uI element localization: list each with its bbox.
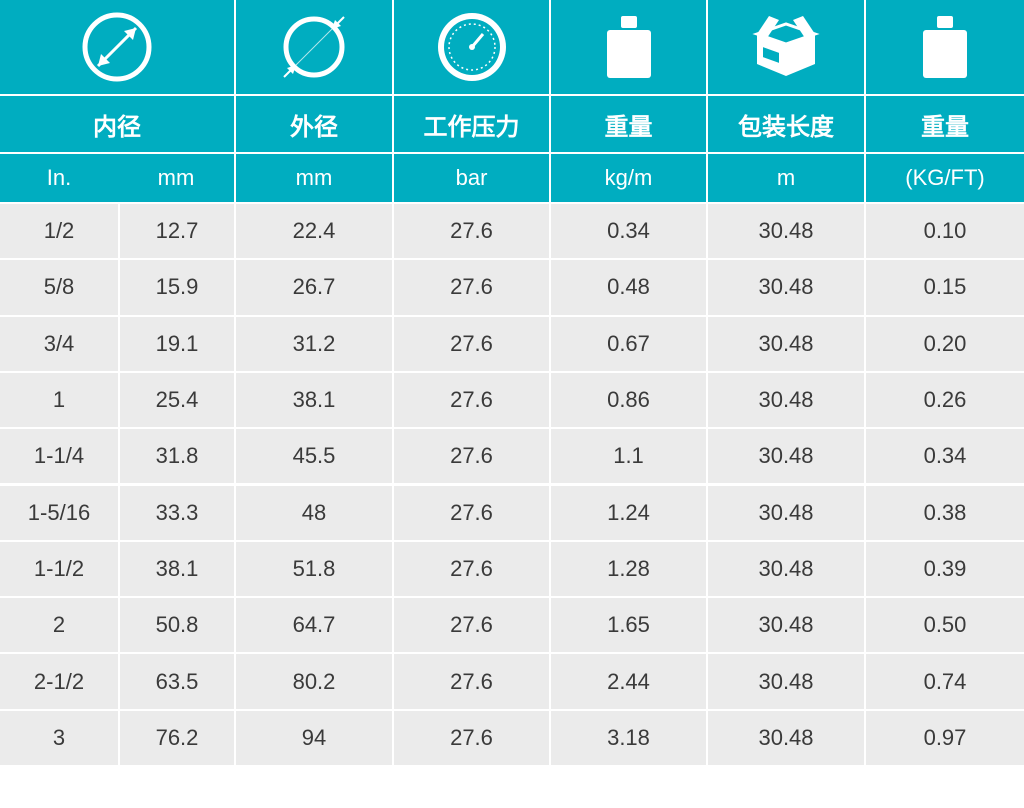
cell-weight: 0.34: [551, 204, 706, 259]
cell-inner-mm: 15.9: [120, 260, 234, 315]
cell-outer-mm: 94: [236, 710, 392, 765]
cell-outer-mm: 45.5: [236, 429, 392, 484]
cell-package-length: 30.48: [708, 654, 864, 709]
unit-in: In.: [0, 154, 118, 202]
cell-weight: 0.48: [551, 260, 706, 315]
cell-pressure: 27.6: [394, 485, 549, 540]
cell-pressure: 27.6: [394, 654, 549, 709]
cell-package-length: 30.48: [708, 372, 864, 428]
weight-title: 重量: [551, 96, 706, 152]
cell-weight: 1.28: [551, 541, 706, 597]
cell-pressure: 27.6: [394, 541, 549, 597]
cell-weight-ft: 0.74: [866, 654, 1024, 709]
cell-weight-ft: 0.26: [866, 372, 1024, 428]
cell-in: 1-5/16: [0, 485, 118, 540]
cell-outer-mm: 38.1: [236, 372, 392, 428]
package-box-icon: [752, 16, 820, 76]
unit-kg-ft: (KG/FT): [866, 154, 1024, 202]
cell-outer-mm: 31.2: [236, 316, 392, 371]
cell-in: 1: [0, 372, 118, 428]
cell-outer-mm: 64.7: [236, 598, 392, 653]
cell-package-length: 30.48: [708, 541, 864, 597]
cell-weight: 1.1: [551, 429, 706, 484]
outer-diameter-title: 外径: [236, 96, 392, 152]
cell-inner-mm: 25.4: [120, 372, 234, 428]
cell-inner-mm: 38.1: [120, 541, 234, 597]
cell-package-length: 30.48: [708, 260, 864, 315]
cell-inner-mm: 76.2: [120, 710, 234, 765]
unit-kg-m: kg/m: [551, 154, 706, 202]
cell-weight: 0.67: [551, 316, 706, 371]
cell-weight: 1.24: [551, 485, 706, 540]
cell-inner-mm: 12.7: [120, 204, 234, 259]
cell-pressure: 27.6: [394, 316, 549, 371]
cell-package-length: 30.48: [708, 316, 864, 371]
cell-weight-ft: 0.97: [866, 710, 1024, 765]
cell-weight-ft: 0.34: [866, 429, 1024, 484]
cell-pressure: 27.6: [394, 429, 549, 484]
cell-in: 3/4: [0, 316, 118, 371]
cell-outer-mm: 80.2: [236, 654, 392, 709]
cell-weight-ft: 0.10: [866, 204, 1024, 259]
inner-diameter-title: 内径: [0, 96, 234, 152]
cell-package-length: 30.48: [708, 710, 864, 765]
cell-in: 1/2: [0, 204, 118, 259]
cell-weight: 2.44: [551, 654, 706, 709]
cell-inner-mm: 63.5: [120, 654, 234, 709]
cell-weight-ft: 0.50: [866, 598, 1024, 653]
weight-ft-header-cell: [866, 0, 1024, 94]
weight-header-cell: [551, 0, 706, 94]
unit-mm-inner: mm: [118, 154, 234, 202]
unit-bar: bar: [394, 154, 549, 202]
cell-pressure: 27.6: [394, 204, 549, 259]
cell-package-length: 30.48: [708, 598, 864, 653]
cell-pressure: 27.6: [394, 372, 549, 428]
pressure-header-cell: [394, 0, 549, 94]
cell-in: 2-1/2: [0, 654, 118, 709]
inner-diameter-header-cell: [0, 0, 234, 94]
outer-diameter-icon: [283, 16, 345, 78]
cell-outer-mm: 48: [236, 485, 392, 540]
cell-in: 1-1/4: [0, 429, 118, 484]
unit-mm-outer: mm: [236, 154, 392, 202]
cell-inner-mm: 31.8: [120, 429, 234, 484]
cell-inner-mm: 19.1: [120, 316, 234, 371]
cell-package-length: 30.48: [708, 485, 864, 540]
pressure-gauge-icon: [437, 13, 506, 81]
cell-outer-mm: 51.8: [236, 541, 392, 597]
cell-in: 5/8: [0, 260, 118, 315]
cell-outer-mm: 26.7: [236, 260, 392, 315]
cell-weight-ft: 0.15: [866, 260, 1024, 315]
cell-weight: 0.86: [551, 372, 706, 428]
cell-package-length: 30.48: [708, 204, 864, 259]
cell-outer-mm: 22.4: [236, 204, 392, 259]
cell-weight-ft: 0.20: [866, 316, 1024, 371]
cell-in: 1-1/2: [0, 541, 118, 597]
unit-m: m: [708, 154, 864, 202]
package-header-cell: [708, 0, 864, 94]
cell-pressure: 27.6: [394, 598, 549, 653]
weight-icon: [606, 16, 651, 78]
cell-pressure: 27.6: [394, 260, 549, 315]
cell-pressure: 27.6: [394, 710, 549, 765]
cell-inner-mm: 33.3: [120, 485, 234, 540]
cell-weight: 1.65: [551, 598, 706, 653]
inner-diameter-icon: [82, 12, 152, 82]
spec-table: 内径 外径 工作压力 重量 包装长度 重量 In. mm mm bar kg/m…: [0, 0, 1024, 765]
package-length-title: 包装长度: [708, 96, 864, 152]
working-pressure-title: 工作压力: [394, 96, 549, 152]
cell-package-length: 30.48: [708, 429, 864, 484]
cell-inner-mm: 50.8: [120, 598, 234, 653]
cell-weight-ft: 0.38: [866, 485, 1024, 540]
cell-in: 2: [0, 598, 118, 653]
weight-ft-title: 重量: [866, 96, 1024, 152]
cell-weight: 3.18: [551, 710, 706, 765]
weight-icon: [923, 16, 967, 78]
cell-weight-ft: 0.39: [866, 541, 1024, 597]
cell-in: 3: [0, 710, 118, 765]
outer-diameter-header-cell: [236, 0, 392, 94]
